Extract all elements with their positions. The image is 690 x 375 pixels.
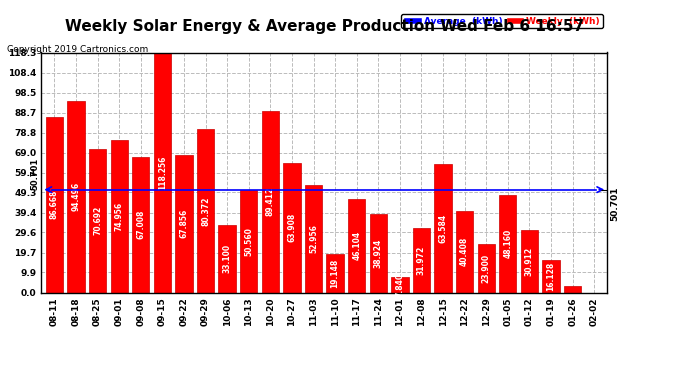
Bar [326,254,344,292]
Text: 31.972: 31.972 [417,246,426,275]
Bar [132,156,149,292]
Bar [240,190,257,292]
Text: 94.496: 94.496 [72,182,81,211]
Text: 7.840: 7.840 [395,273,404,297]
Bar [305,185,322,292]
Text: 19.148: 19.148 [331,258,339,288]
Legend: Average  (kWh), Weekly  (kWh): Average (kWh), Weekly (kWh) [401,14,602,28]
Bar [110,140,128,292]
Text: 86.668: 86.668 [50,190,59,219]
Bar [413,228,430,292]
Bar [175,155,193,292]
Text: 33.100: 33.100 [223,244,232,273]
Text: 118.256: 118.256 [158,155,167,190]
Bar [89,149,106,292]
Text: 89.412: 89.412 [266,187,275,216]
Text: 48.160: 48.160 [504,229,513,258]
Text: 30.912: 30.912 [525,247,534,276]
Bar [348,199,365,292]
Bar [262,111,279,292]
Bar [284,163,301,292]
Bar [564,286,581,292]
Bar [542,260,560,292]
Bar [370,213,387,292]
Bar [500,195,517,292]
Text: 67.856: 67.856 [179,209,188,238]
Bar [521,230,538,292]
Text: 16.128: 16.128 [546,261,555,291]
Bar [154,53,171,292]
Bar [456,210,473,292]
Text: 50.701: 50.701 [30,158,39,190]
Bar [435,164,452,292]
Text: 23.900: 23.900 [482,254,491,283]
Text: Weekly Solar Energy & Average Production Wed Feb 6 16:57: Weekly Solar Energy & Average Production… [65,19,584,34]
Text: 46.104: 46.104 [352,231,361,260]
Bar [197,129,214,292]
Bar [219,225,236,292]
Bar [391,277,408,292]
Text: 38.924: 38.924 [374,238,383,268]
Bar [68,101,85,292]
Text: 52.956: 52.956 [309,224,318,253]
Text: 80.372: 80.372 [201,196,210,226]
Bar [46,117,63,292]
Text: 74.956: 74.956 [115,202,124,231]
Text: 67.008: 67.008 [136,210,145,239]
Text: 70.692: 70.692 [93,206,102,236]
Text: 50.560: 50.560 [244,227,253,256]
Text: 63.584: 63.584 [439,213,448,243]
Text: 40.408: 40.408 [460,237,469,266]
Text: Copyright 2019 Cartronics.com: Copyright 2019 Cartronics.com [7,45,148,54]
Bar [477,244,495,292]
Text: 63.908: 63.908 [288,213,297,242]
